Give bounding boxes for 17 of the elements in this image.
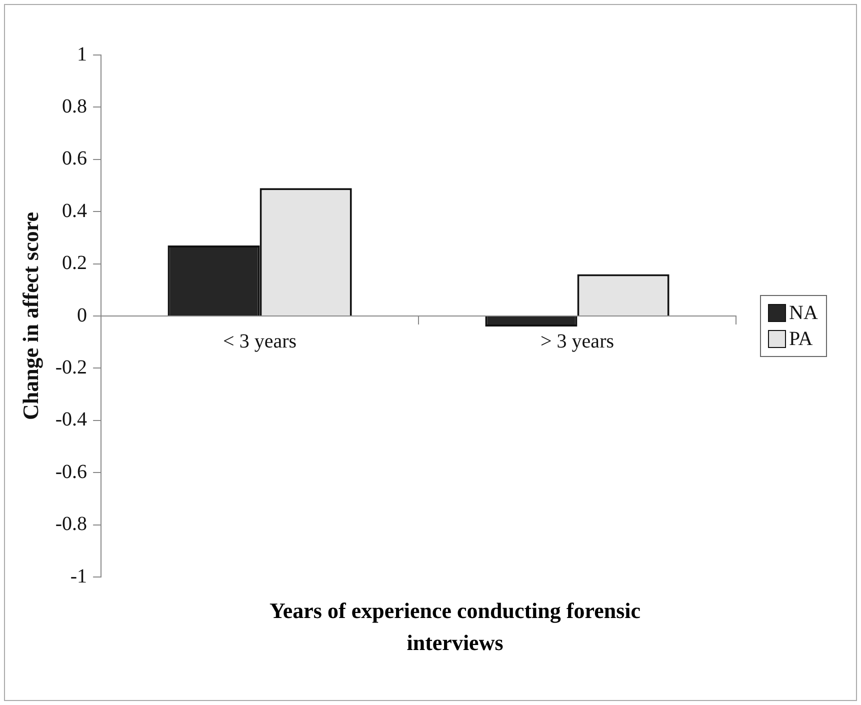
y-tick-label: -0.8: [55, 513, 88, 536]
y-tick-label: -0.4: [55, 408, 88, 431]
x-tick-label: < 3 years: [223, 330, 297, 352]
y-tick-label: -1: [70, 565, 88, 588]
y-tick-label: 0.4: [62, 200, 88, 222]
y-tick-label: 0.6: [62, 148, 88, 170]
y-tick-label: 0.2: [62, 252, 88, 274]
y-tick-label: -0.6: [55, 460, 88, 483]
legend-label: NA: [789, 301, 818, 326]
y-tick-label: 0.8: [62, 95, 88, 118]
legend-label: PA: [789, 327, 813, 352]
y-axis-title: Change in affect score: [18, 212, 43, 420]
y-tick-label: 0: [77, 304, 88, 326]
y-tick-label: -0.2: [55, 356, 88, 378]
x-axis-title: Years of experience conducting forensic interviews: [268, 597, 642, 657]
y-tick-label: 1: [77, 43, 88, 66]
x-tick-label: > 3 years: [540, 330, 614, 352]
